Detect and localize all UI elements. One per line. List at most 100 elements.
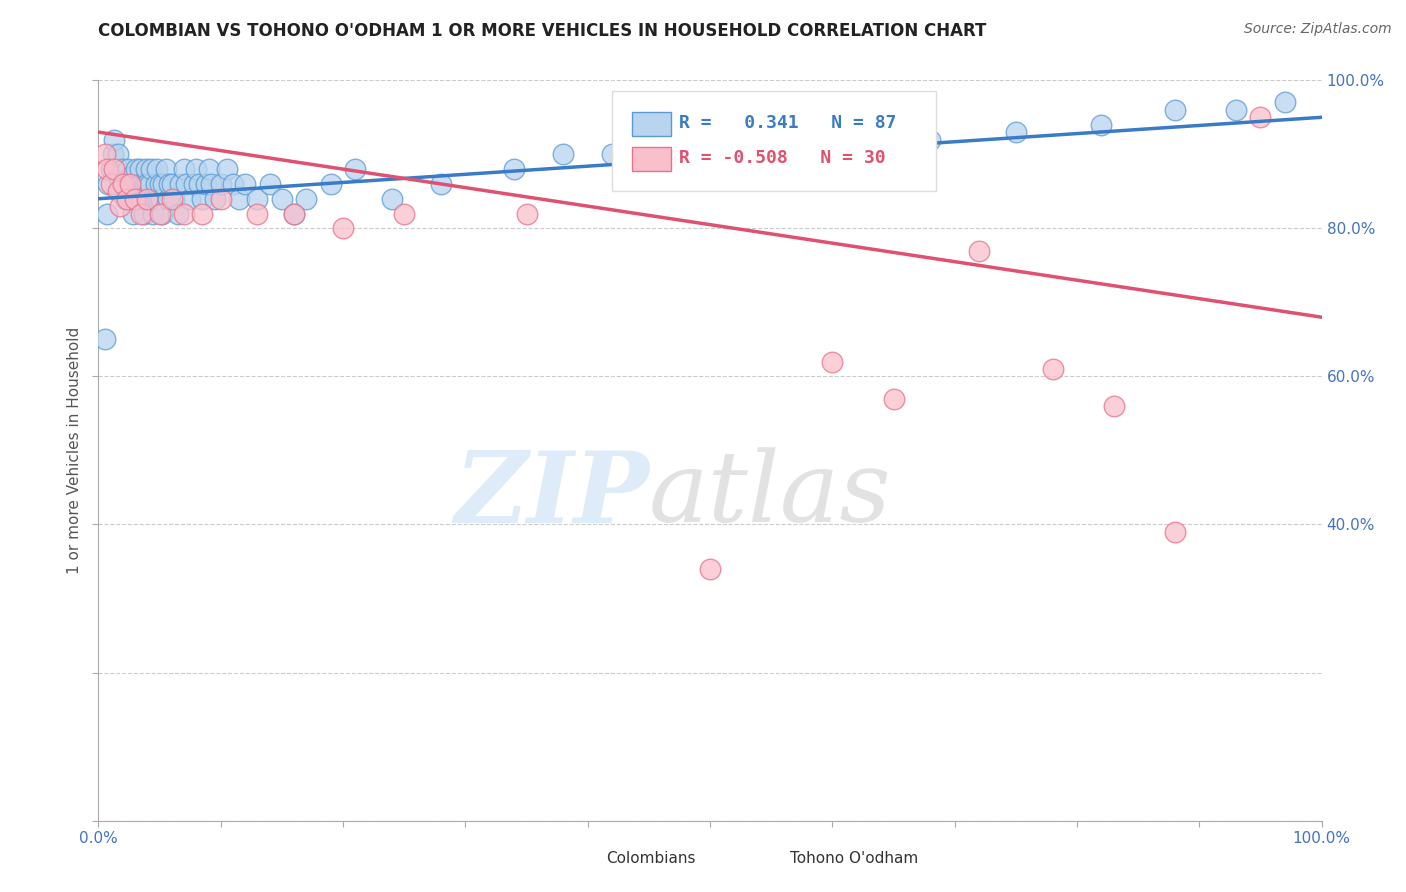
Point — [142, 206, 165, 220]
Point — [120, 177, 142, 191]
Point — [1042, 362, 1064, 376]
Point — [138, 192, 160, 206]
Point — [173, 206, 195, 220]
Point — [967, 244, 990, 258]
Point — [129, 162, 152, 177]
Point — [1164, 103, 1187, 117]
Text: Source: ZipAtlas.com: Source: ZipAtlas.com — [1244, 22, 1392, 37]
Point — [125, 162, 148, 177]
Point — [120, 192, 142, 206]
Point — [699, 562, 721, 576]
Point — [270, 192, 294, 206]
Point — [110, 185, 132, 199]
Point — [108, 169, 131, 184]
Point — [118, 185, 141, 199]
Point — [883, 392, 905, 406]
Point — [111, 177, 134, 191]
Point — [1004, 125, 1026, 139]
Point — [195, 177, 218, 191]
Point — [246, 206, 269, 220]
Text: atlas: atlas — [650, 447, 891, 542]
Point — [169, 177, 191, 191]
Point — [135, 162, 157, 177]
Point — [233, 177, 256, 191]
FancyBboxPatch shape — [612, 91, 936, 192]
Point — [136, 177, 159, 191]
Point — [146, 162, 169, 177]
Point — [150, 206, 173, 220]
Point — [173, 162, 195, 177]
Point — [920, 132, 942, 146]
Point — [503, 162, 526, 177]
Point — [93, 333, 115, 347]
Point — [1102, 399, 1125, 413]
Point — [111, 162, 134, 177]
Point — [96, 162, 118, 177]
Point — [100, 177, 122, 191]
Point — [112, 177, 135, 191]
Point — [105, 162, 128, 177]
Point — [662, 162, 685, 177]
Point — [103, 162, 125, 177]
FancyBboxPatch shape — [631, 147, 671, 170]
Text: ZIP: ZIP — [454, 447, 650, 543]
Point — [143, 192, 166, 206]
Point — [134, 177, 156, 191]
Point — [103, 132, 125, 146]
Point — [228, 192, 250, 206]
Point — [1164, 524, 1187, 539]
Point — [186, 162, 208, 177]
Point — [515, 206, 537, 220]
Text: R =   0.341   N = 87: R = 0.341 N = 87 — [679, 114, 897, 132]
Point — [392, 206, 416, 220]
Point — [101, 147, 124, 161]
Point — [204, 192, 226, 206]
Point — [283, 206, 305, 220]
Point — [128, 177, 150, 191]
Point — [115, 192, 138, 206]
Point — [157, 177, 180, 191]
Point — [553, 147, 575, 161]
Point — [107, 185, 129, 199]
Point — [381, 192, 404, 206]
Point — [148, 192, 170, 206]
Point — [430, 177, 453, 191]
Point — [129, 177, 152, 191]
Point — [149, 192, 172, 206]
Point — [332, 221, 354, 235]
Point — [167, 206, 190, 220]
Point — [600, 147, 623, 161]
Point — [319, 177, 342, 191]
Point — [114, 192, 136, 206]
Point — [187, 177, 209, 191]
Point — [821, 140, 844, 154]
Point — [136, 192, 159, 206]
Point — [176, 177, 198, 191]
Point — [132, 206, 155, 220]
Point — [1225, 103, 1247, 117]
Point — [200, 177, 222, 191]
Text: Tohono O'odham: Tohono O'odham — [790, 851, 918, 866]
Point — [259, 177, 281, 191]
Text: Colombians: Colombians — [606, 851, 696, 866]
Point — [93, 147, 115, 161]
Point — [97, 177, 120, 191]
Point — [121, 206, 143, 220]
Text: R = -0.508   N = 30: R = -0.508 N = 30 — [679, 149, 886, 167]
Point — [163, 192, 186, 206]
FancyBboxPatch shape — [561, 847, 602, 871]
Point — [222, 177, 245, 191]
Point — [295, 192, 318, 206]
Point — [157, 192, 180, 206]
Point — [131, 192, 153, 206]
Point — [209, 177, 232, 191]
Point — [215, 162, 238, 177]
Text: COLOMBIAN VS TOHONO O'ODHAM 1 OR MORE VEHICLES IN HOUSEHOLD CORRELATION CHART: COLOMBIAN VS TOHONO O'ODHAM 1 OR MORE VE… — [98, 22, 987, 40]
Point — [120, 169, 142, 184]
Point — [191, 206, 214, 220]
Point — [1274, 95, 1296, 110]
Point — [110, 199, 132, 213]
Point — [139, 162, 162, 177]
Point — [117, 162, 139, 177]
Point — [748, 147, 770, 161]
